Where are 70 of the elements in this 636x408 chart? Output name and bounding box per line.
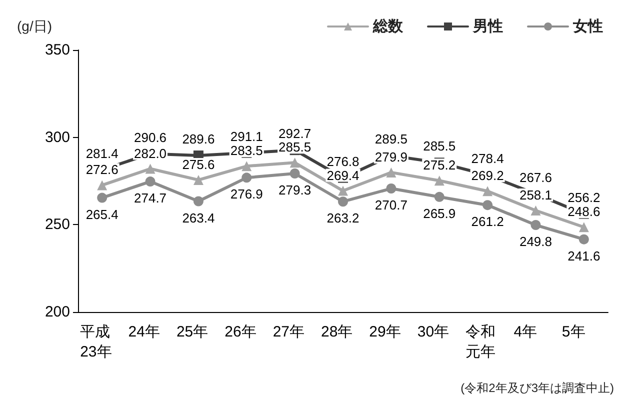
data-label: 289.5 [374, 132, 408, 147]
data-label: 256.2 [568, 190, 600, 205]
y-tick-label: 300 [44, 128, 70, 146]
point [482, 200, 493, 210]
data-label: 289.6 [182, 132, 215, 146]
data-label: 285.5 [278, 140, 312, 155]
point [290, 158, 300, 168]
legend-label: 女性 [572, 18, 603, 35]
data-label: 275.6 [182, 156, 215, 172]
data-label: 265.9 [423, 206, 456, 221]
data-label: 249.8 [519, 234, 552, 250]
point [193, 196, 204, 206]
point [97, 192, 108, 203]
data-label: 258.1 [519, 188, 552, 203]
y-tick-label: 200 [44, 304, 70, 320]
point [242, 172, 252, 183]
text: (令和2年及び3年は調査中止) [460, 381, 614, 395]
data-label: 279.9 [374, 149, 408, 164]
x-tick-label: 30年 [417, 324, 450, 340]
y-tick-label: 350 [44, 42, 70, 58]
x-tick-label: 令和元年 [466, 324, 496, 360]
data-label: 279.3 [278, 182, 312, 198]
point [242, 161, 252, 172]
x-tick-label: 29年 [369, 324, 401, 340]
x-tick-label: 24年 [128, 324, 160, 340]
data-label: 292.7 [278, 126, 312, 142]
data-label: 276.8 [326, 154, 360, 169]
x-tick-label: 27年 [272, 324, 305, 340]
data-label: 278.4 [471, 151, 504, 166]
point [434, 176, 444, 186]
data-label: 281.4 [86, 146, 118, 161]
x-tick-label: 4年 [514, 324, 538, 340]
point [386, 184, 396, 194]
point [530, 206, 541, 216]
x-tick-label: 26年 [224, 324, 256, 340]
x-tick-label: 5年 [562, 324, 586, 340]
data-label: 261.2 [471, 214, 504, 230]
data-label: 267.6 [519, 170, 552, 185]
x-tick-label: 28年 [321, 324, 353, 340]
data-label: 276.9 [230, 186, 263, 202]
x-tick-label: 25年 [176, 324, 208, 340]
point [338, 186, 348, 196]
y-tick-label: 250 [44, 216, 70, 234]
point [290, 168, 300, 178]
point [434, 192, 444, 202]
point [482, 186, 493, 196]
data-label: 275.2 [423, 158, 456, 173]
data-label: 265.4 [86, 206, 118, 222]
point [145, 164, 156, 174]
data-label: 291.1 [230, 128, 263, 144]
point [386, 167, 396, 178]
data-label: 274.7 [134, 190, 167, 206]
point [578, 234, 589, 244]
point [338, 196, 348, 207]
data-label: 290.6 [134, 130, 167, 145]
data-label: 263.2 [326, 210, 360, 226]
data-label: 270.7 [374, 198, 408, 213]
legend-label: 男性 [472, 18, 503, 35]
data-label: 241.6 [568, 248, 600, 264]
data-label: 263.4 [182, 210, 215, 226]
data-label: 285.5 [423, 138, 456, 154]
point [530, 220, 541, 230]
point [193, 174, 204, 185]
legend-label: 総数 [372, 18, 404, 35]
x-tick-label: 平成23年 [80, 324, 112, 360]
y-axis-title: (g/日) [17, 18, 52, 34]
data-label: 248.6 [568, 204, 600, 220]
point [578, 222, 589, 232]
point [97, 180, 108, 190]
point [145, 176, 156, 187]
